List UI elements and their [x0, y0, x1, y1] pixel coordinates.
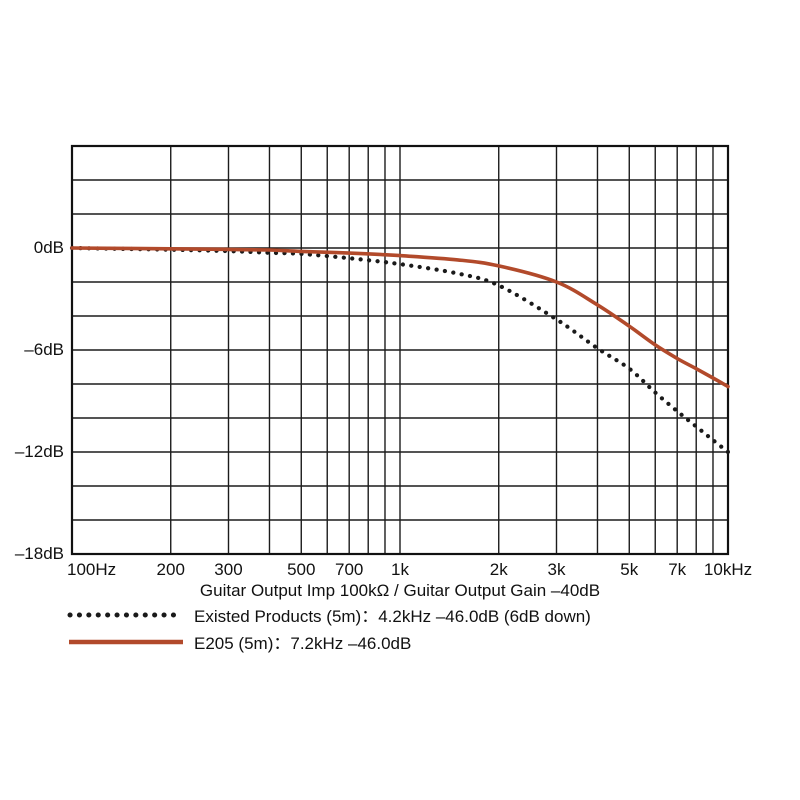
x-axis-tick-label: 5k	[620, 560, 639, 579]
x-axis-tick-label: 2k	[489, 560, 508, 579]
x-axis-tick-label: 100Hz	[67, 560, 117, 579]
legend: Existed Products (5m)：4.2kHz –46.0dB (6d…	[66, 601, 591, 655]
y-axis-tick-label: –6dB	[24, 340, 64, 359]
x-axis-tick-label: 500	[287, 560, 316, 579]
legend-label-existed-products: Existed Products (5m)：4.2kHz –46.0dB (6d…	[194, 607, 591, 626]
y-axis-tick-label: –18dB	[14, 544, 64, 563]
x-axis-tick-label: 300	[214, 560, 243, 579]
x-axis-tick-label: 1k	[391, 560, 409, 579]
legend-label-e205: E205 (5m)：7.2kHz –46.0dB	[194, 634, 412, 653]
dotted-line-swatch-icon	[67, 612, 185, 617]
series-line-existed-products	[69, 245, 731, 455]
x-axis-title: Guitar Output Imp 100kΩ / Guitar Output …	[199, 581, 601, 600]
x-axis-tick-label: 7k	[668, 560, 687, 579]
plot-border	[70, 144, 730, 556]
x-axis-tick-label: 200	[156, 560, 185, 579]
legend-item-existed-products: Existed Products (5m)：4.2kHz –46.0dB (6d…	[66, 601, 591, 628]
x-axis-tick-label: 700	[335, 560, 364, 579]
solid-line-swatch-icon	[69, 639, 183, 644]
x-axis-tick-label: 3k	[547, 560, 566, 579]
x-axis-tick-label: 10kHz	[703, 560, 753, 579]
series-line-e205	[70, 246, 730, 389]
legend-item-e205: E205 (5m)：7.2kHz –46.0dB	[66, 628, 591, 655]
y-axis-tick-label: 0dB	[33, 238, 64, 257]
y-axis-tick-label: –12dB	[14, 442, 64, 461]
